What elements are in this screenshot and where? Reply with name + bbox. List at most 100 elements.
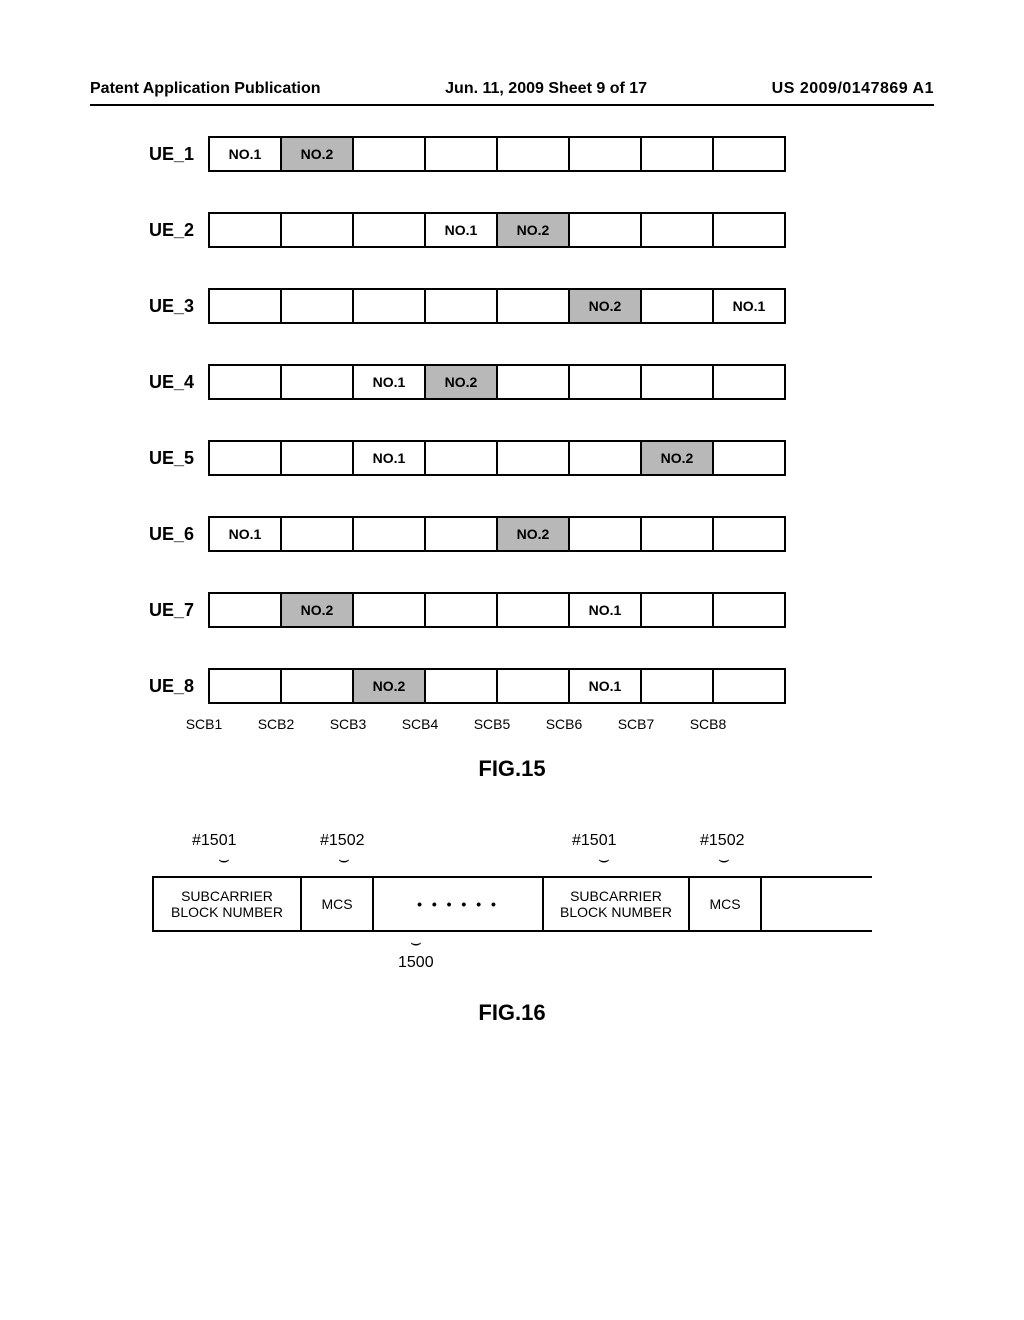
scb-column-label: SCB8 [672, 716, 744, 732]
scb-cell [498, 138, 570, 170]
ue-label: UE_1 [130, 144, 208, 165]
scb-cell: NO.2 [426, 366, 498, 398]
ue-row: UE_3NO.2NO.1 [130, 288, 934, 324]
scb-column-label: SCB1 [168, 716, 240, 732]
scb-cell: NO.1 [354, 366, 426, 398]
ue-row: UE_1NO.1NO.2 [130, 136, 934, 172]
scb-column-label: SCB5 [456, 716, 528, 732]
scb-cell [354, 138, 426, 170]
cell-subcarrier-1: SUBCARRIER BLOCK NUMBER [154, 878, 302, 930]
scb-cell [426, 594, 498, 626]
scb-cell: NO.1 [714, 290, 786, 322]
leader-hook-icon: ⌣ [410, 932, 422, 953]
ref-1500: 1500 [398, 954, 434, 972]
scb-cell-row: NO.1NO.2 [208, 212, 786, 248]
scb-cell-row: NO.2 NO.1 [208, 288, 786, 324]
scb-cell [354, 594, 426, 626]
scb-cell-row: NO.1 NO.2 [208, 440, 786, 476]
scb-cell [714, 442, 786, 474]
fig16-row: SUBCARRIER BLOCK NUMBER MCS • • • • • • … [152, 876, 872, 932]
scb-cell [426, 290, 498, 322]
scb-cell-row: NO.1 NO.2 [208, 516, 786, 552]
ue-label: UE_5 [130, 448, 208, 469]
ue-row: UE_2NO.1NO.2 [130, 212, 934, 248]
scb-cell: NO.2 [642, 442, 714, 474]
scb-cell [642, 594, 714, 626]
scb-cell [642, 518, 714, 550]
cell-ellipsis: • • • • • • [374, 878, 542, 930]
scb-cell: NO.1 [210, 138, 282, 170]
scb-cell [282, 518, 354, 550]
scb-cell [714, 214, 786, 246]
scb-cell [714, 594, 786, 626]
scb-cell [498, 442, 570, 474]
fig16-top-labels: #1501 ⌣ #1502 ⌣ #1501 ⌣ #1502 ⌣ [152, 832, 872, 876]
scb-column-label: SCB3 [312, 716, 384, 732]
scb-cell-row: NO.1NO.2 [208, 136, 786, 172]
scb-cell [642, 366, 714, 398]
scb-cell [714, 366, 786, 398]
scb-cell-row: NO.2NO.1 [208, 668, 786, 704]
scb-cell [210, 442, 282, 474]
leader-hook-icon: ⌣ [598, 850, 610, 868]
ue-label: UE_4 [130, 372, 208, 393]
cell-mcs-2: MCS [690, 878, 762, 930]
scb-cell: NO.2 [498, 214, 570, 246]
scb-cell: NO.1 [354, 442, 426, 474]
scb-column-label: SCB4 [384, 716, 456, 732]
fig15-caption: FIG.15 [90, 756, 934, 782]
scb-cell [210, 594, 282, 626]
scb-cell-row: NO.1NO.2 [208, 364, 786, 400]
ref-1502-left: #1502 [320, 832, 365, 850]
scb-cell [426, 138, 498, 170]
scb-cell [426, 442, 498, 474]
fig15-grid: UE_1NO.1NO.2UE_2NO.1NO.2UE_3NO.2NO.1UE_4… [130, 136, 934, 704]
scb-cell [642, 290, 714, 322]
scb-column-labels: SCB1SCB2SCB3SCB4SCB5SCB6SCB7SCB8 [168, 716, 934, 732]
scb-cell [570, 518, 642, 550]
fig16-caption: FIG.16 [152, 1000, 872, 1026]
scb-cell-row: NO.2NO.1 [208, 592, 786, 628]
scb-cell [282, 366, 354, 398]
ue-row: UE_7NO.2NO.1 [130, 592, 934, 628]
ue-row: UE_6NO.1NO.2 [130, 516, 934, 552]
ref-1501-right: #1501 [572, 832, 617, 850]
scb-cell [282, 214, 354, 246]
leader-hook-icon: ⌣ [718, 850, 730, 868]
scb-cell [426, 670, 498, 702]
scb-cell [498, 594, 570, 626]
ref-1502-right: #1502 [700, 832, 745, 850]
scb-cell [210, 670, 282, 702]
scb-cell: NO.2 [498, 518, 570, 550]
scb-cell [570, 442, 642, 474]
cell-mcs-1: MCS [302, 878, 374, 930]
header-rule [90, 104, 934, 106]
ue-label: UE_2 [130, 220, 208, 241]
cell-subcarrier-2: SUBCARRIER BLOCK NUMBER [542, 878, 690, 930]
ue-label: UE_7 [130, 600, 208, 621]
ue-row: UE_8NO.2NO.1 [130, 668, 934, 704]
scb-cell: NO.2 [570, 290, 642, 322]
fig16-below-labels: ⌣ 1500 [152, 932, 872, 992]
scb-cell [354, 290, 426, 322]
scb-cell: NO.1 [426, 214, 498, 246]
header-mid: Jun. 11, 2009 Sheet 9 of 17 [445, 80, 647, 98]
scb-cell: NO.1 [210, 518, 282, 550]
leader-hook-icon: ⌣ [338, 850, 350, 868]
scb-column-label: SCB2 [240, 716, 312, 732]
scb-cell [498, 670, 570, 702]
scb-cell [642, 138, 714, 170]
scb-cell [642, 670, 714, 702]
ue-row: UE_4NO.1NO.2 [130, 364, 934, 400]
scb-cell [498, 366, 570, 398]
header-right: US 2009/0147869 A1 [772, 80, 934, 98]
scb-cell [570, 138, 642, 170]
header-left: Patent Application Publication [90, 80, 321, 98]
page-header: Patent Application Publication Jun. 11, … [90, 80, 934, 98]
scb-cell [570, 366, 642, 398]
scb-cell: NO.1 [570, 594, 642, 626]
scb-cell [282, 670, 354, 702]
scb-cell [210, 290, 282, 322]
scb-cell [714, 518, 786, 550]
scb-cell [354, 214, 426, 246]
